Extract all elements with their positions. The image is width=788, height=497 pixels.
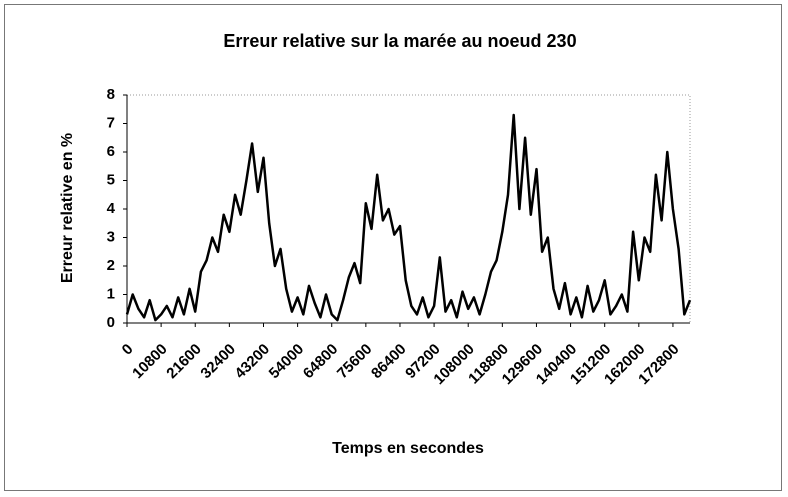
x-axis-label: Temps en secondes bbox=[332, 440, 484, 457]
y-tick-label: 0 bbox=[107, 314, 115, 331]
chart-border bbox=[4, 4, 782, 491]
y-tick-label: 4 bbox=[107, 200, 116, 217]
y-tick-label: 3 bbox=[107, 228, 115, 245]
y-tick-label: 7 bbox=[107, 114, 115, 131]
chart-title: Erreur relative sur la marée au noeud 23… bbox=[223, 31, 576, 51]
y-tick-label: 8 bbox=[107, 86, 115, 103]
y-tick-label: 5 bbox=[107, 171, 115, 188]
y-tick-label: 6 bbox=[107, 143, 115, 160]
data-line bbox=[125, 113, 692, 322]
y-tick-label: 1 bbox=[107, 285, 115, 302]
y-axis-label: Erreur relative en % bbox=[59, 133, 76, 283]
y-tick-label: 2 bbox=[107, 257, 115, 274]
